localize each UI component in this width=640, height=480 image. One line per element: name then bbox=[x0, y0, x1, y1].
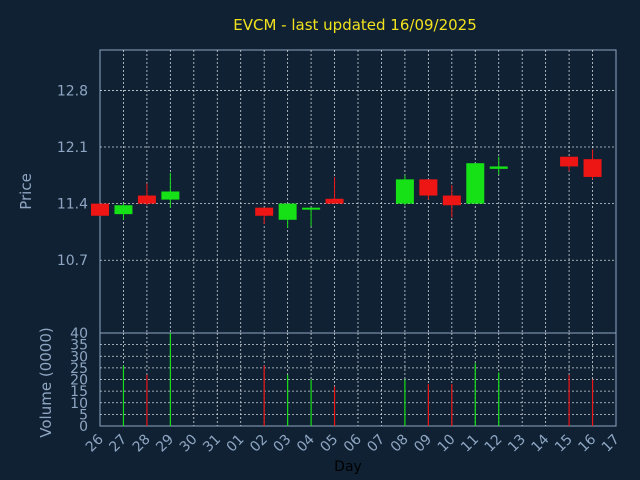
volume-axis-label: Volume (0000) bbox=[37, 327, 55, 437]
day-axis-label: Day bbox=[334, 459, 362, 475]
candle-body bbox=[91, 203, 109, 216]
volume-tick-label: 30 bbox=[70, 349, 88, 365]
candle-body bbox=[114, 205, 133, 215]
price-tick-label: 11.4 bbox=[57, 197, 88, 213]
volume-tick-label: 5 bbox=[79, 407, 88, 423]
volume-tick-label: 25 bbox=[70, 361, 88, 377]
candle-body bbox=[395, 179, 414, 204]
candle-body bbox=[137, 195, 156, 204]
volume-tick-label: 35 bbox=[70, 338, 88, 354]
volume-tick-label: 10 bbox=[70, 396, 88, 412]
price-panel: 12.8 12.1 11.4 10.7 bbox=[57, 49, 617, 334]
candle-body bbox=[278, 203, 297, 220]
candle-body bbox=[442, 195, 461, 206]
price-axis-label: Price bbox=[17, 173, 35, 210]
candle-body bbox=[560, 156, 579, 167]
candle-body bbox=[255, 207, 274, 216]
candle-body bbox=[489, 166, 508, 169]
price-tick-label: 10.7 bbox=[57, 253, 88, 269]
volume-tick-label: 20 bbox=[70, 373, 88, 389]
candle-body bbox=[161, 191, 180, 200]
volume-tick-label: 0 bbox=[79, 419, 88, 435]
candle-body bbox=[302, 207, 321, 210]
price-tick-label: 12.1 bbox=[57, 140, 88, 156]
price-tick-label: 12.8 bbox=[57, 83, 88, 99]
volume-tick-label: 40 bbox=[70, 326, 88, 342]
candle-body bbox=[466, 163, 485, 204]
chart-title: EVCM - last updated 16/09/2025 bbox=[233, 16, 477, 34]
candle-body bbox=[325, 198, 344, 204]
candle-body bbox=[419, 179, 438, 196]
candle-body bbox=[583, 159, 602, 177]
volume-tick-label: 15 bbox=[70, 384, 88, 400]
